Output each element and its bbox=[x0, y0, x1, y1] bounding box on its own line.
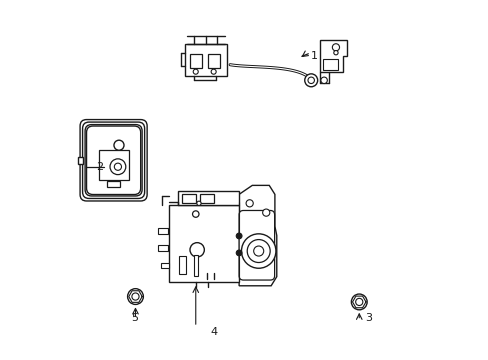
Bar bbox=[161, 263, 169, 268]
Circle shape bbox=[110, 159, 125, 175]
Circle shape bbox=[193, 69, 198, 74]
Circle shape bbox=[307, 77, 314, 84]
Bar bbox=[207, 54, 220, 68]
Bar bbox=[322, 59, 337, 69]
Circle shape bbox=[192, 211, 199, 217]
Bar bbox=[200, 194, 214, 203]
Polygon shape bbox=[239, 185, 276, 286]
Circle shape bbox=[241, 234, 275, 268]
Text: 1: 1 bbox=[310, 51, 317, 61]
Bar bbox=[189, 54, 202, 68]
Bar bbox=[182, 194, 196, 203]
Circle shape bbox=[114, 140, 124, 150]
Circle shape bbox=[236, 250, 242, 256]
Circle shape bbox=[355, 298, 362, 306]
Circle shape bbox=[132, 293, 139, 300]
FancyBboxPatch shape bbox=[239, 211, 274, 280]
Circle shape bbox=[245, 200, 253, 207]
Bar bbox=[179, 256, 185, 274]
Bar bbox=[99, 149, 128, 180]
Bar bbox=[158, 228, 168, 234]
Circle shape bbox=[247, 239, 270, 262]
Bar bbox=[169, 205, 239, 282]
Circle shape bbox=[304, 74, 317, 87]
Bar bbox=[185, 44, 226, 76]
Polygon shape bbox=[78, 157, 83, 164]
FancyBboxPatch shape bbox=[80, 120, 147, 201]
Text: 4: 4 bbox=[210, 327, 217, 337]
Bar bbox=[193, 255, 198, 276]
Text: 3: 3 bbox=[364, 313, 371, 323]
Circle shape bbox=[262, 209, 269, 216]
Text: 5: 5 bbox=[131, 313, 138, 323]
Text: 2: 2 bbox=[96, 162, 102, 172]
Circle shape bbox=[236, 233, 242, 239]
Circle shape bbox=[253, 246, 263, 256]
FancyBboxPatch shape bbox=[86, 126, 141, 194]
Circle shape bbox=[320, 77, 326, 84]
Bar bbox=[178, 192, 239, 205]
Bar bbox=[107, 181, 120, 187]
Polygon shape bbox=[319, 40, 346, 72]
Circle shape bbox=[127, 289, 143, 305]
Circle shape bbox=[333, 50, 337, 55]
Circle shape bbox=[114, 163, 121, 170]
FancyBboxPatch shape bbox=[82, 122, 144, 198]
Bar bbox=[158, 245, 168, 251]
Circle shape bbox=[211, 69, 216, 74]
FancyBboxPatch shape bbox=[85, 125, 142, 196]
Circle shape bbox=[190, 243, 204, 257]
Circle shape bbox=[332, 44, 339, 51]
Circle shape bbox=[196, 201, 201, 206]
Circle shape bbox=[351, 294, 366, 310]
